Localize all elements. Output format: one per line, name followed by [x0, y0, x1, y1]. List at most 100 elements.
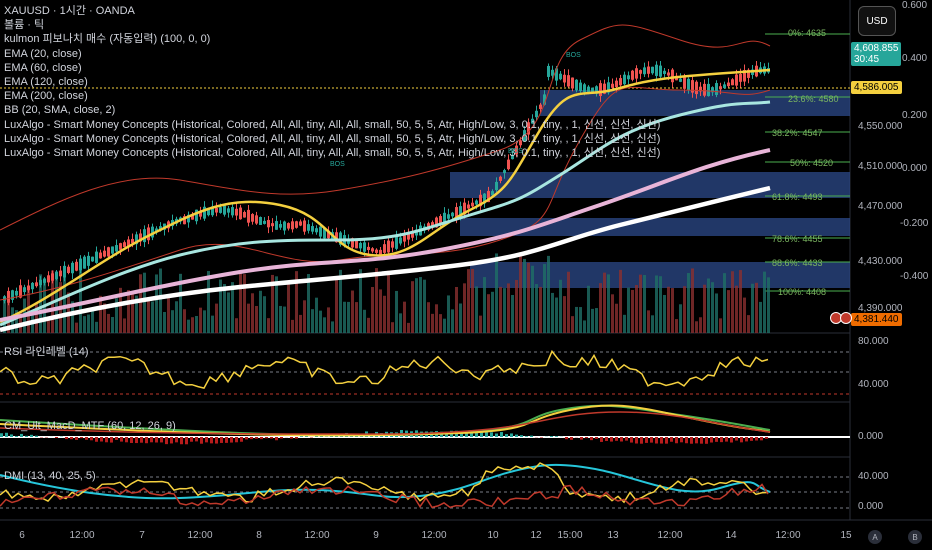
candle-body [387, 240, 390, 253]
indicator-label[interactable]: BB (20, SMA, close, 2) [4, 104, 116, 117]
rsi-tick: 80.000 [858, 336, 889, 347]
candle-body [591, 87, 594, 93]
volume-bar [399, 313, 402, 333]
volume-bar [251, 293, 254, 333]
candle-body [355, 240, 358, 249]
currency-button[interactable]: USD [858, 6, 896, 36]
candle-body [439, 216, 442, 225]
ema120-line [0, 148, 771, 322]
candle-body [147, 227, 150, 241]
volume-bar [383, 295, 386, 333]
volume-bar [299, 314, 302, 333]
low-price-badge: 4,381.440 [851, 313, 902, 326]
indicator-label[interactable]: 볼륨 · 틱 [4, 19, 45, 32]
dmi-pane-label[interactable]: DMI (13, 40, 25, 5) [4, 470, 96, 482]
auto-scale-button[interactable]: A [868, 530, 882, 544]
macd-hist-bar [115, 437, 118, 440]
candle-body [299, 221, 302, 226]
macd-hist-bar [220, 437, 223, 443]
candle-body [607, 82, 610, 93]
candle-body [319, 226, 322, 237]
candle-body [603, 83, 606, 94]
candle-body [691, 80, 694, 93]
indicator-label[interactable]: LuxAlgo - Smart Money Concepts (Historic… [4, 132, 661, 145]
volume-bar [675, 319, 678, 333]
indicator-label[interactable]: EMA (60, close) [4, 61, 82, 74]
candle-body [55, 271, 58, 279]
macd-hist-bar [580, 437, 583, 440]
volume-bar [415, 278, 418, 333]
macd-hist-bar [275, 437, 278, 441]
indicator-label[interactable]: EMA (20, close) [4, 47, 82, 60]
macd-hist-bar [290, 437, 293, 439]
rsi-line [0, 349, 769, 389]
candle-body [99, 252, 102, 259]
bb-upper [0, 24, 771, 231]
candle-body [267, 219, 270, 228]
macd-hist-bar [180, 437, 183, 445]
volume-bar [619, 269, 622, 333]
demand-zone [460, 218, 850, 236]
volume-bar [419, 277, 422, 333]
macd-hist-bar [240, 437, 243, 442]
volume-bar [79, 268, 82, 333]
volume-bar [487, 294, 490, 333]
time-tick: 12:00 [657, 530, 683, 541]
macd-hist-bar [155, 437, 158, 443]
macd-hist-bar [520, 435, 523, 437]
macd-pane-label[interactable]: CM_Ult_MacD_MTF (60, 12, 26, 9) [4, 420, 176, 432]
macd-hist-bar [655, 437, 658, 444]
candle-body [747, 69, 750, 78]
volume-bar [235, 318, 238, 333]
volume-bar [691, 268, 694, 333]
volume-bar [667, 286, 670, 333]
volume-bar [707, 278, 710, 333]
candle-body [119, 243, 122, 250]
candle-body [455, 207, 458, 218]
volume-bar [219, 279, 222, 333]
macd-hist-bar [55, 437, 58, 439]
candle-body [307, 224, 310, 231]
macd-hist-bar [730, 437, 733, 443]
time-tick: 6 [19, 530, 25, 541]
symbol-title[interactable]: XAUUSD · 1시간 · OANDA [4, 5, 135, 17]
fib-lines [765, 33, 850, 292]
scale-button[interactable]: B [908, 530, 922, 544]
indicator-label[interactable]: LuxAlgo - Smart Money Concepts (Historic… [4, 118, 661, 131]
candle-body [443, 212, 446, 225]
macd-hist-bar [15, 435, 18, 437]
macd-hist-bar [765, 437, 768, 439]
macd-hist-bar [695, 437, 698, 444]
volume-bar [343, 301, 346, 333]
indicator-label[interactable]: EMA (120, close) [4, 76, 88, 89]
candle-body [643, 67, 646, 75]
macd-hist-bar [725, 437, 728, 442]
candle-body [79, 258, 82, 271]
volume-bar [747, 315, 750, 333]
candle-body [271, 223, 274, 227]
event-flag-icon[interactable] [840, 312, 852, 324]
indicator-label[interactable]: kulmon 피보나치 매수 (자동입력) (100, 0, 0) [4, 33, 211, 46]
candle-body [703, 83, 706, 96]
macd-hist-bar [205, 437, 208, 443]
candle-body [679, 78, 682, 82]
macd-hist-bar [600, 437, 603, 442]
candle-body [295, 221, 298, 228]
time-tick: 10 [487, 530, 499, 541]
rsi-pane-label[interactable]: RSI 라인레벨 (14) [4, 346, 89, 358]
fib-label: 100%: 4408 [778, 287, 827, 297]
volume-bar [99, 295, 102, 333]
macd-hist-bar [195, 437, 198, 442]
bb-lower [0, 86, 771, 301]
volume-bar [143, 272, 146, 333]
volume-bar [123, 318, 126, 333]
indicator-label[interactable]: LuxAlgo - Smart Money Concepts (Historic… [4, 147, 661, 160]
volume-bar [195, 316, 198, 333]
indicator-label[interactable]: EMA (200, close) [4, 90, 88, 103]
volume-bar [767, 277, 770, 333]
macd-hist-bar [555, 436, 558, 437]
candle-body [399, 237, 402, 244]
volume-bar [743, 297, 746, 333]
macd-hist-bar [125, 437, 128, 443]
